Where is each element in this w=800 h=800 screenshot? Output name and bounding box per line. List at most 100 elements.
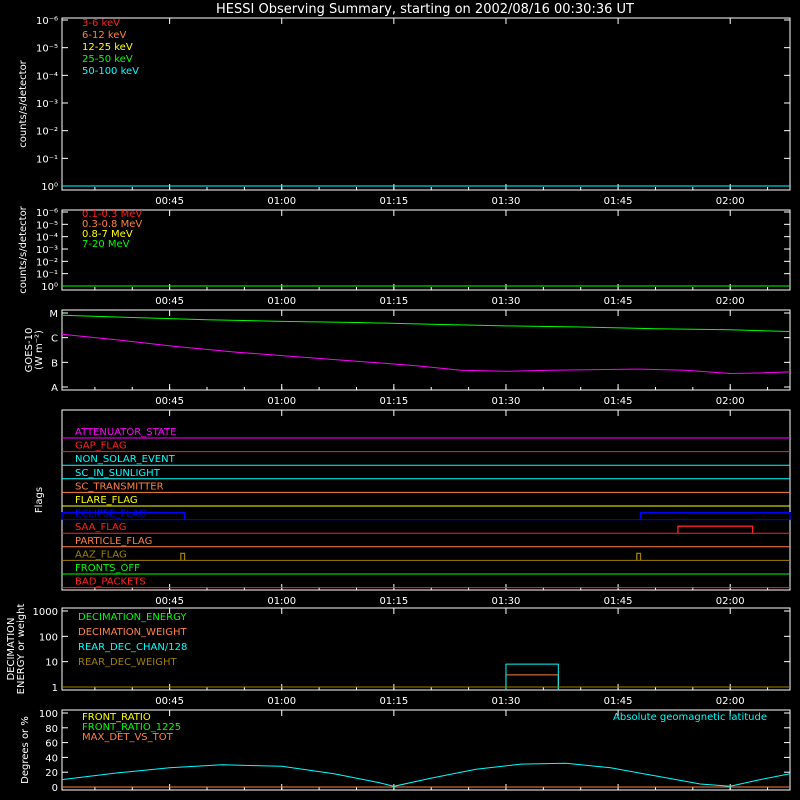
- flag-segment: [61, 511, 186, 520]
- y-tick-label: 80: [45, 724, 58, 735]
- y-tick-label: 10: [45, 658, 58, 669]
- annotation: Absolute geomagnetic latitude: [613, 712, 767, 723]
- x-tick-label: 02:00: [716, 296, 745, 307]
- panel-frame: [61, 409, 791, 591]
- x-tick-label: 01:00: [267, 396, 296, 407]
- y-axis-label: DECIMATION: [6, 617, 17, 680]
- flag-segment: [180, 552, 186, 561]
- chart-title: HESSI Observing Summary, starting on 200…: [216, 2, 634, 17]
- x-tick-label: 00:45: [155, 696, 184, 707]
- y-axis-label-2: ENERGY or weight: [16, 604, 27, 695]
- flag-label: PARTICLE_FLAG: [75, 536, 152, 547]
- series-line: [505, 663, 559, 690]
- legend-entry: DECIMATION_ENERGY: [78, 612, 187, 623]
- flag-label: SC_TRANSMITTER: [75, 481, 164, 492]
- x-tick-label: 01:00: [267, 696, 296, 707]
- y-tick-label: 10⁻²: [36, 257, 58, 268]
- flag-segment: [636, 552, 642, 561]
- legend-entry: 12-25 keV: [82, 42, 133, 53]
- legend-entry: 6-12 keV: [82, 30, 126, 41]
- x-tick-label: 01:15: [379, 696, 408, 707]
- y-tick-label: 10⁻³: [36, 245, 58, 256]
- legend-entry: 25-50 keV: [82, 54, 133, 65]
- y-tick-label: M: [49, 309, 58, 320]
- y-tick-label: 10⁰: [41, 282, 58, 293]
- flag-label: AAZ_FLAG: [75, 549, 127, 560]
- x-tick-label: 00:45: [155, 596, 184, 607]
- legend-entry: DECIMATION_WEIGHT: [78, 627, 187, 638]
- legend-entry: 7-20 MeV: [82, 239, 130, 250]
- y-tick-label: 10⁻⁶: [36, 16, 58, 27]
- y-tick-label: 10⁻³: [36, 99, 58, 110]
- x-tick-label: 00:45: [155, 296, 184, 307]
- flag-label: ATTENUATOR_STATE: [75, 427, 176, 438]
- panel-frame: [61, 607, 791, 691]
- y-axis-label: counts/s/detector: [18, 59, 29, 147]
- x-tick-label: 01:45: [604, 596, 633, 607]
- x-tick-label: 01:15: [379, 596, 408, 607]
- flag-label: FRONTS_OFF: [75, 563, 140, 574]
- x-tick-label: 02:00: [716, 596, 745, 607]
- y-tick-label: 1000: [33, 607, 58, 618]
- x-tick-label: 01:45: [604, 396, 633, 407]
- x-tick-label: 02:00: [716, 696, 745, 707]
- panel-frame: [61, 17, 791, 191]
- flag-label: ECLIPSE_FLAG: [75, 509, 146, 520]
- panel-frame: [61, 309, 791, 391]
- flag-label: FLARE_FLAG: [75, 495, 138, 506]
- y-tick-label: 100: [39, 632, 58, 643]
- y-tick-label: 10⁻⁵: [36, 44, 58, 55]
- legend-entry: 0.1-0.3 MeV: [82, 209, 142, 220]
- series-line: [61, 314, 791, 332]
- y-tick-label: 0: [52, 783, 58, 794]
- x-tick-label: 00:45: [155, 396, 184, 407]
- legend-entry: FRONT_RATIO_1225: [82, 722, 181, 733]
- y-tick-label: 10⁻⁴: [36, 233, 58, 244]
- y-axis-unit: (W m⁻²): [34, 330, 45, 370]
- y-axis-label: Degrees or %: [20, 716, 31, 784]
- legend-entry: 0.3-0.8 MeV: [82, 219, 142, 230]
- y-axis-label: GOES-10: [24, 328, 35, 373]
- x-tick-label: 01:30: [492, 296, 521, 307]
- series-line: [61, 762, 791, 787]
- x-tick-label: 02:00: [716, 196, 745, 207]
- x-tick-label: 01:00: [267, 596, 296, 607]
- x-tick-label: 01:15: [379, 396, 408, 407]
- x-tick-label: 01:45: [604, 196, 633, 207]
- legend-entry: 50-100 keV: [82, 66, 139, 77]
- y-tick-label: 20: [45, 768, 58, 779]
- y-tick-label: 10⁻⁶: [36, 208, 58, 219]
- flag-label: BAD_PACKETS: [75, 577, 146, 588]
- flag-segment: [677, 525, 754, 534]
- flag-label: SC_IN_SUNLIGHT: [75, 468, 161, 479]
- legend-entry: 3-6 keV: [82, 18, 120, 29]
- y-tick-label: 10⁻⁴: [36, 71, 58, 82]
- panel-frame: [61, 709, 791, 791]
- y-tick-label: B: [51, 358, 58, 369]
- x-tick-label: 01:30: [492, 596, 521, 607]
- legend-entry: REAR_DEC_WEIGHT: [78, 657, 177, 668]
- series-line: [61, 333, 791, 375]
- flag-label: NON_SOLAR_EVENT: [75, 454, 176, 465]
- series-line: [505, 674, 559, 690]
- y-tick-label: 10⁻⁵: [36, 220, 58, 231]
- panel-frame: [61, 209, 791, 291]
- y-tick-label: 40: [45, 753, 58, 764]
- x-tick-label: 01:45: [604, 296, 633, 307]
- y-axis-label: Flags: [34, 487, 45, 513]
- x-tick-label: 02:00: [716, 396, 745, 407]
- flag-label: SAA_FLAG: [75, 522, 126, 533]
- x-tick-label: 01:30: [492, 396, 521, 407]
- x-tick-label: 00:45: [155, 196, 184, 207]
- legend-entry: MAX_DET_VS_TOT: [82, 732, 174, 743]
- y-tick-label: 1: [52, 683, 58, 694]
- y-tick-label: 60: [45, 739, 58, 750]
- x-tick-label: 01:30: [492, 696, 521, 707]
- legend-entry: REAR_DEC_CHAN/128: [78, 642, 187, 653]
- x-tick-label: 01:00: [267, 296, 296, 307]
- x-tick-label: 01:15: [379, 196, 408, 207]
- legend-entry: FRONT_RATIO: [82, 712, 151, 723]
- flag-label: GAP_FLAG: [75, 441, 127, 452]
- y-tick-label: 100: [39, 709, 58, 720]
